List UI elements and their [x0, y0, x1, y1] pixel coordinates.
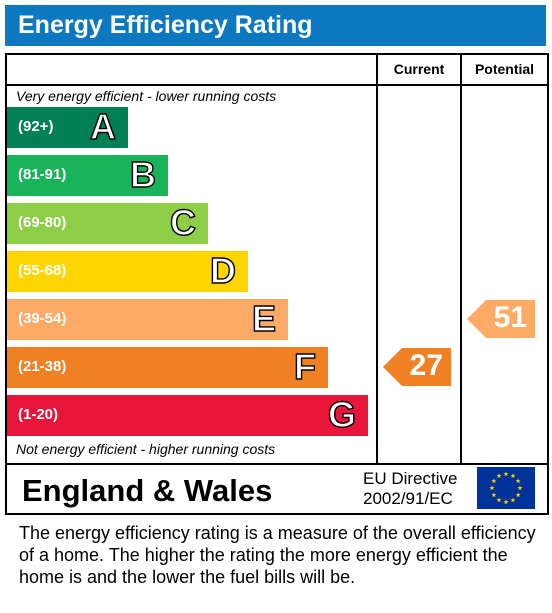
- description-text: The energy efficiency rating is a measur…: [19, 523, 536, 587]
- current-column-divider: [376, 55, 378, 463]
- potential-column-header: Potential: [474, 61, 535, 77]
- footer: England & Wales EU Directive 2002/91/EC: [5, 463, 549, 515]
- eu-flag-icon: [477, 467, 535, 509]
- top-caption: Very energy efficient - lower running co…: [16, 88, 277, 104]
- rating-chart-frame: Current Potential: [5, 53, 549, 465]
- directive-label: EU Directive 2002/91/EC: [363, 469, 457, 509]
- potential-column-divider: [460, 55, 462, 463]
- current-column-header: Current: [393, 61, 445, 77]
- header-divider: [7, 84, 547, 86]
- directive-line-2: 2002/91/EC: [363, 489, 453, 508]
- directive-line-1: EU Directive: [363, 469, 458, 488]
- bottom-caption: Not energy efficient - higher running co…: [16, 441, 276, 457]
- title-bar: Energy Efficiency Rating: [5, 5, 546, 46]
- region-label: England & Wales: [22, 473, 273, 508]
- page-title: Energy Efficiency Rating: [18, 11, 313, 39]
